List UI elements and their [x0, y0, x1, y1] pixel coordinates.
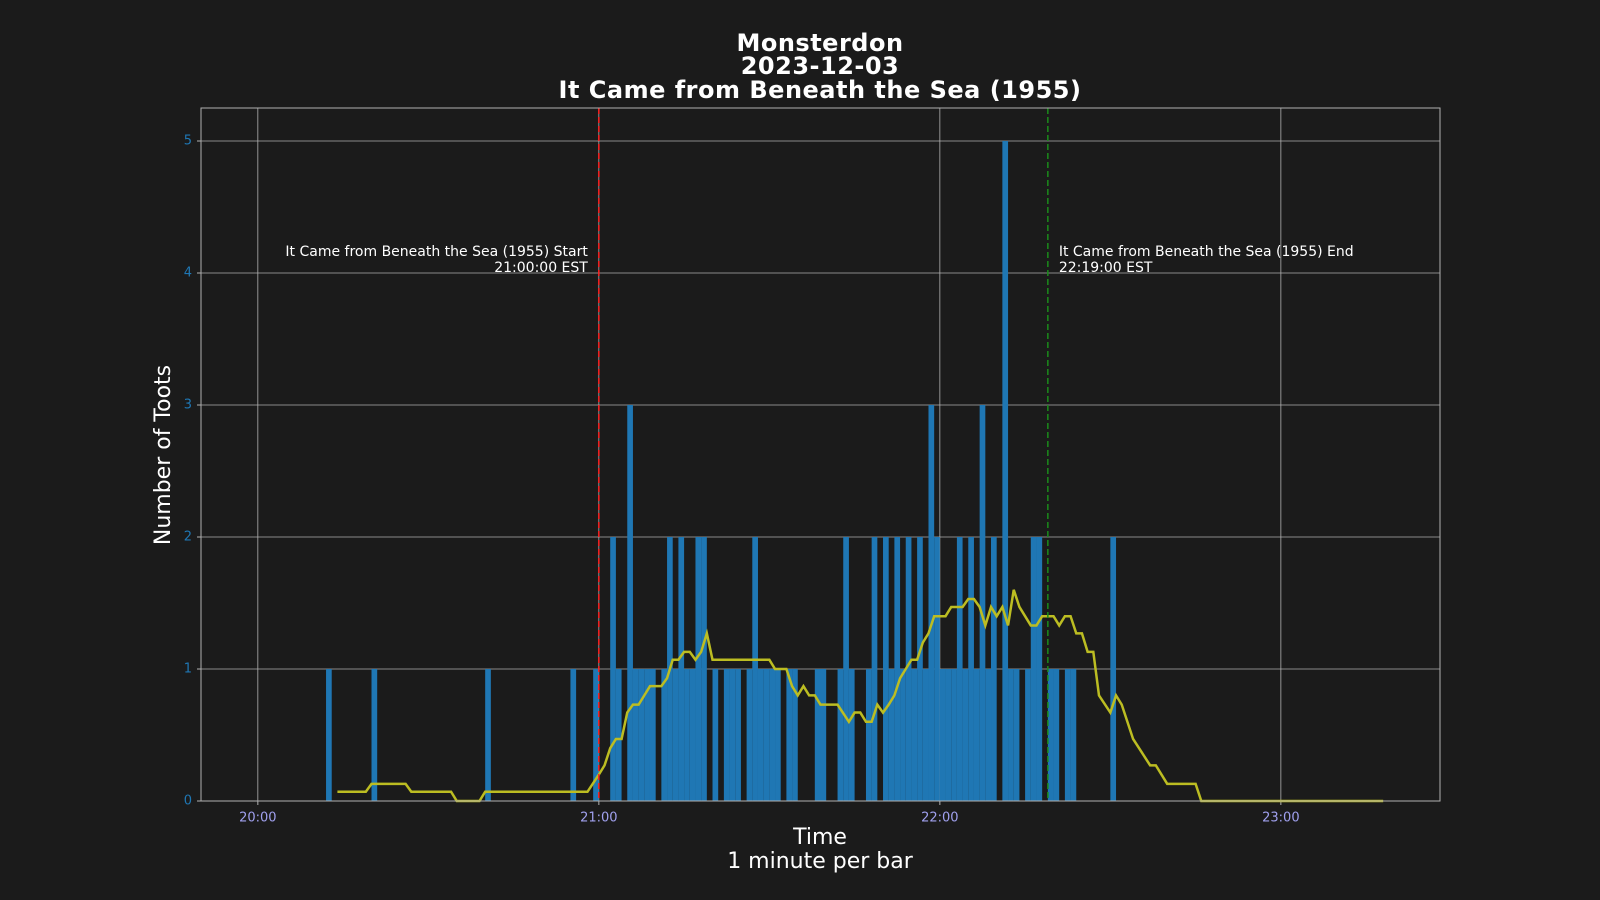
bar	[769, 669, 776, 801]
bar	[695, 537, 702, 801]
bar	[928, 405, 935, 801]
bar	[627, 405, 633, 801]
bar	[701, 537, 707, 801]
bar	[1110, 537, 1117, 801]
bar	[326, 669, 332, 801]
bar	[644, 669, 650, 801]
y-axis-label: Number of Toots	[151, 365, 176, 545]
bar	[610, 537, 616, 801]
bar	[757, 669, 764, 801]
bar	[888, 669, 895, 801]
bar	[746, 669, 753, 801]
bar	[968, 537, 974, 801]
bar	[883, 537, 889, 801]
y-tick-label: 0	[184, 794, 192, 809]
bar	[843, 537, 849, 801]
bar	[1053, 669, 1060, 801]
bar	[837, 669, 844, 801]
annotation-label: It Came from Beneath the Sea (1955) End	[1059, 244, 1354, 260]
bar	[485, 669, 491, 801]
bar	[792, 669, 798, 801]
bar	[678, 537, 685, 801]
bar	[934, 537, 940, 801]
y-tick-label: 5	[184, 134, 192, 149]
bar	[848, 669, 855, 801]
bar	[786, 669, 793, 801]
y-tick-label: 2	[184, 530, 192, 545]
bar	[894, 537, 901, 801]
bar	[945, 669, 952, 801]
bar	[871, 537, 878, 801]
bar	[723, 669, 730, 801]
y-tick-label: 4	[184, 266, 192, 281]
bar	[917, 537, 923, 801]
x-axis-label: Time	[792, 825, 847, 850]
bar	[1025, 669, 1031, 801]
bar	[814, 669, 821, 801]
x-tick-label: 20:00	[239, 811, 276, 826]
bar	[638, 669, 645, 801]
bar	[939, 669, 946, 801]
bar	[615, 669, 622, 801]
bar	[1008, 669, 1014, 801]
bar	[1064, 669, 1071, 801]
bar	[922, 669, 929, 801]
bar	[1047, 669, 1054, 801]
bar	[632, 669, 639, 801]
bar	[1013, 669, 1020, 801]
bar	[1002, 141, 1009, 801]
bar	[951, 669, 957, 801]
chart-title: Monsterdon	[736, 29, 903, 57]
bar	[752, 537, 758, 801]
bar	[649, 669, 656, 801]
x-tick-label: 23:00	[1262, 811, 1299, 826]
line	[337, 589, 1384, 803]
bar	[905, 537, 912, 801]
y-tick-label: 3	[184, 398, 192, 413]
bar	[1070, 669, 1077, 801]
chart-title: 2023-12-03	[741, 52, 900, 80]
bar	[973, 669, 980, 801]
bar	[985, 669, 992, 801]
y-tick-label: 1	[184, 662, 192, 677]
bar	[735, 669, 741, 801]
annotation-label: It Came from Beneath the Sea (1955) Star…	[285, 244, 588, 260]
bar	[1030, 537, 1037, 801]
bar	[900, 669, 906, 801]
bar	[684, 669, 690, 801]
x-tick-label: 22:00	[921, 811, 958, 826]
bar	[570, 669, 577, 801]
bar	[661, 669, 668, 801]
annotation-label: 22:19:00 EST	[1059, 260, 1153, 276]
bar	[672, 669, 679, 801]
bar	[371, 669, 378, 801]
bar	[1036, 537, 1043, 801]
bar	[820, 669, 827, 801]
bar	[991, 537, 997, 801]
bar	[911, 669, 918, 801]
bar	[689, 669, 696, 801]
annotation-label: 21:00:00 EST	[494, 260, 588, 276]
bar	[865, 669, 872, 801]
bar	[729, 669, 736, 801]
x-tick-label: 21:00	[580, 811, 617, 826]
bar	[712, 669, 719, 801]
bar	[962, 669, 969, 801]
bar	[593, 669, 599, 801]
bar	[775, 669, 781, 801]
bar	[979, 405, 986, 801]
bar	[763, 669, 770, 801]
bar	[956, 537, 963, 801]
plot-frame	[200, 107, 1441, 802]
chart-title: It Came from Beneath the Sea (1955)	[559, 76, 1082, 104]
x-axis-label: 1 minute per bar	[727, 849, 914, 874]
